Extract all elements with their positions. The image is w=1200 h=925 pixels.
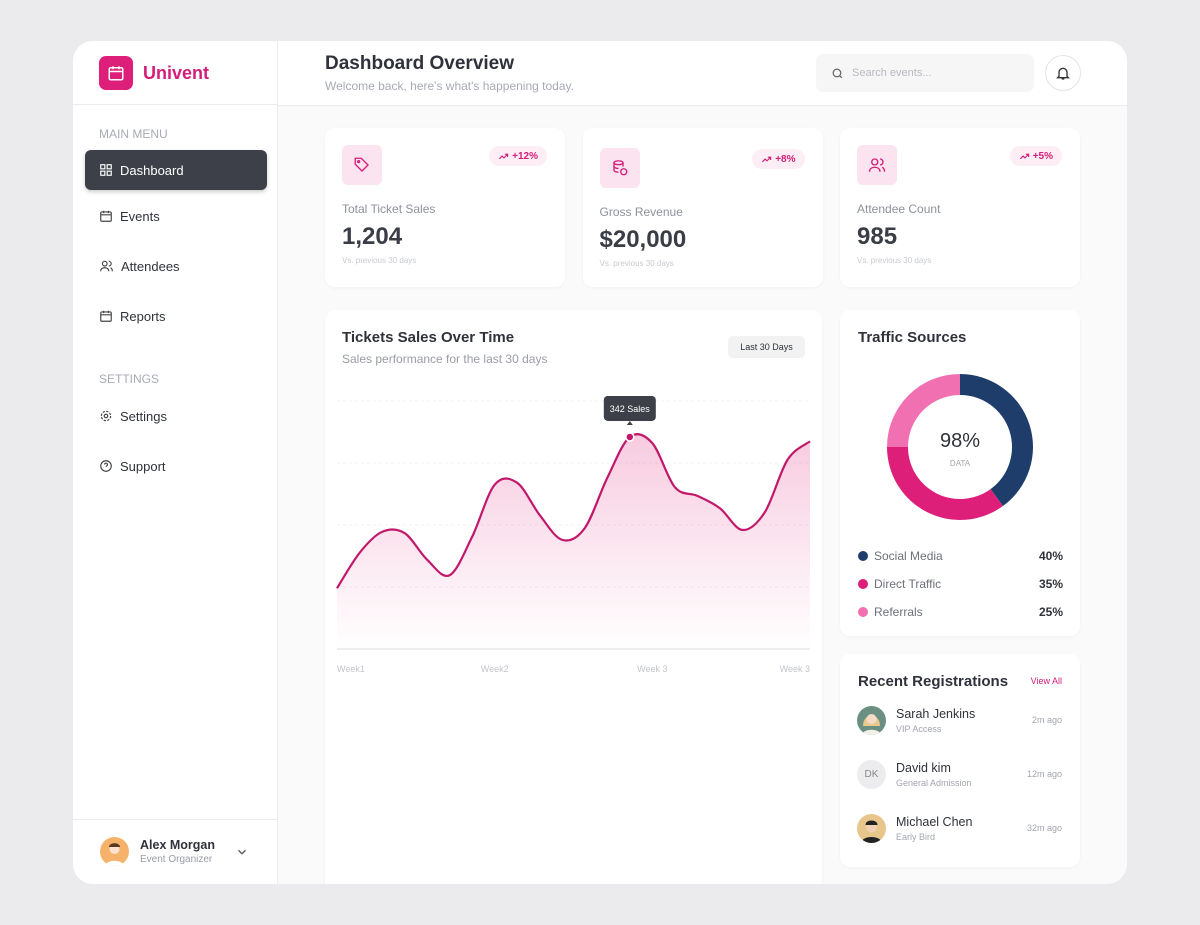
legend-label: Direct Traffic <box>874 577 941 591</box>
stat-change: +8% <box>752 149 805 169</box>
stat-change: +12% <box>489 146 547 166</box>
legend-value: 35% <box>1039 577 1063 591</box>
page-title: Dashboard Overview <box>325 53 515 74</box>
menu-item[interactable]: Settings <box>85 396 267 436</box>
registrant-time: 32m ago <box>1026 823 1062 833</box>
stat-card: +8% Gross Revenue $20,000 Vs. previous 30 d… <box>582 128 823 287</box>
stat-label: Total Ticket Sales <box>342 202 436 216</box>
x-tick-label: Week 3 <box>637 664 667 674</box>
view-all-link[interactable]: View All <box>1030 676 1062 686</box>
menu-item[interactable]: Support <box>85 446 267 486</box>
legend-label: Referrals <box>874 605 923 619</box>
registrant-name: David kim <box>896 761 951 775</box>
stat-value: $20,000 <box>599 226 687 253</box>
registrant-name: Michael Chen <box>896 815 973 829</box>
stat-icon <box>599 148 640 188</box>
menu-section-title: MAIN MENU <box>99 127 168 141</box>
chart-subtitle: Sales performance for the last 30 days <box>342 352 548 366</box>
menu-item[interactable]: Dashboard <box>85 150 267 190</box>
search-placeholder: Search events... <box>852 67 932 79</box>
menu-label: Reports <box>120 308 166 324</box>
x-tick-label: Week2 <box>481 664 509 674</box>
traffic-title: Traffic Sources <box>858 329 967 346</box>
registrant-time: 2m ago <box>1031 715 1062 725</box>
donut-segment <box>887 447 1003 520</box>
stat-card: +5% Attendee Count 985 Vs. previous 30 days <box>840 128 1080 287</box>
stat-card: +12% Total Ticket Sales 1,204 Vs. previous … <box>325 128 565 287</box>
donut-segment <box>960 374 1033 507</box>
page-subtitle: Welcome back, here's what's happening to… <box>325 79 574 93</box>
user-menu-toggle[interactable] <box>235 845 249 859</box>
line-area <box>337 434 810 649</box>
stat-change-text: +12% <box>512 150 538 162</box>
user-role: Event Organizer <box>140 854 213 865</box>
stat-change-text: +8% <box>775 153 796 165</box>
menu-item[interactable]: Reports <box>85 296 267 336</box>
registrant-ticket: Early Bird <box>896 832 936 842</box>
stat-label: Attendee Count <box>857 202 941 216</box>
divider <box>73 104 278 105</box>
search-box[interactable]: Search events... <box>816 54 1034 92</box>
legend-value: 40% <box>1039 549 1063 563</box>
stat-value: 985 <box>857 223 898 250</box>
user-avatar <box>100 837 129 866</box>
registrant-ticket: General Admission <box>896 778 972 788</box>
divider <box>73 819 278 820</box>
stat-change-text: +5% <box>1032 150 1053 162</box>
legend-dot <box>858 551 868 561</box>
x-tick-label: Week1 <box>337 664 365 674</box>
stat-note: Vs. previous 30 days <box>857 256 932 265</box>
chart-title: Tickets Sales Over Time <box>342 329 515 346</box>
traffic-card: Traffic Sources <box>840 310 1080 636</box>
stat-change: +5% <box>1009 146 1062 166</box>
brand-name: Univent <box>143 63 210 83</box>
registrations-title: Recent Registrations <box>858 673 1009 690</box>
stat-icon <box>857 145 897 185</box>
stat-value: 1,204 <box>342 223 403 250</box>
header: Dashboard Overview Welcome back, here's … <box>278 41 1127 106</box>
registrant-name: Sarah Jenkins <box>896 707 976 721</box>
tooltip-arrow <box>626 420 633 425</box>
range-button[interactable]: Last 30 Days <box>728 336 805 358</box>
avatar <box>857 814 886 843</box>
stat-note: Vs. previous 30 days <box>599 259 674 268</box>
stat-icon <box>342 145 382 185</box>
tooltip-label: 342 Sales <box>610 404 651 414</box>
tooltip-box <box>603 395 656 421</box>
avatar: DK <box>857 760 886 789</box>
menu-label: Events <box>120 208 160 224</box>
menu-section-title: SETTINGS <box>99 372 160 386</box>
point <box>625 432 635 442</box>
legend-value: 25% <box>1039 605 1063 619</box>
menu-item[interactable]: Events <box>85 196 267 236</box>
menu-item[interactable]: Attendees <box>85 246 267 286</box>
legend-dot <box>858 607 868 617</box>
donut-center-label: DATA <box>950 459 971 468</box>
stat-label: Gross Revenue <box>599 205 683 219</box>
x-tick-label: Week 3 <box>780 664 810 674</box>
donut-segment <box>887 374 960 447</box>
user-name: Alex Morgan <box>140 838 216 852</box>
menu-label: Attendees <box>121 258 180 274</box>
notifications-button[interactable] <box>1045 55 1081 91</box>
menu-label: Dashboard <box>120 162 184 178</box>
avatar <box>857 706 886 735</box>
line <box>336 433 811 589</box>
menu-label: Settings <box>120 408 167 424</box>
legend-dot <box>858 579 868 589</box>
registrant-ticket: VIP Access <box>896 724 942 734</box>
registrations-card: Recent Registrations View All Sarah Jenk… <box>840 654 1080 867</box>
stat-note: Vs. previous 30 days <box>342 256 417 265</box>
registrant-time: 12m ago <box>1026 769 1062 779</box>
avatar-initials: DK <box>864 769 879 780</box>
sidebar: Univent MAIN MENU Dashboard Events Atten… <box>73 41 278 884</box>
donut-center-value: 98% <box>940 430 980 452</box>
legend-label: Social Media <box>874 549 943 563</box>
brand-logo <box>99 56 133 90</box>
menu-label: Support <box>120 458 166 474</box>
